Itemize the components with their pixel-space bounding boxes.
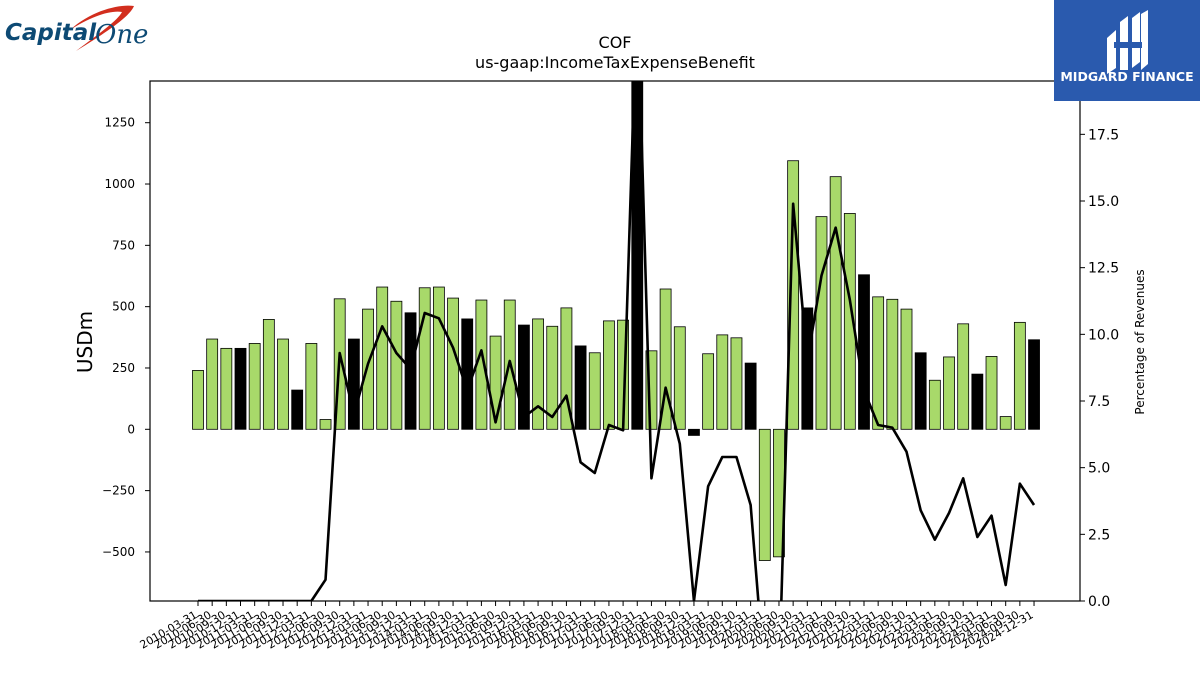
bar-2017-12-31 [631, 81, 644, 430]
y2-tick-label: 7.5 [1088, 394, 1110, 410]
y-tick-label: −500 [102, 545, 135, 559]
capital-one-logo: Capital One [5, 5, 148, 51]
bar-2010-06-30 [206, 338, 219, 430]
bar-2015-06-30 [489, 335, 502, 430]
bar-2014-12-31 [461, 318, 474, 430]
bar-2016-09-30 [560, 307, 573, 430]
bar-2013-03-31 [362, 308, 374, 430]
bar-2022-06-30 [886, 298, 899, 430]
bar-2021-09-30 [843, 213, 856, 430]
bar-2014-06-30 [432, 286, 445, 430]
bar-2019-03-31 [702, 353, 715, 430]
bar-2024-03-31 [985, 356, 998, 430]
bar-2014-09-30 [447, 297, 459, 430]
y2-tick-label: 12.5 [1088, 261, 1119, 277]
bar-2011-09-30 [277, 338, 289, 430]
bar-2022-09-30 [900, 308, 913, 430]
chart-subtitle: us-gaap:IncomeTaxExpenseBenefit [475, 53, 755, 72]
plot-frame [149, 80, 1081, 602]
bar-2018-06-30 [659, 288, 672, 430]
y2-tick-label: 10.0 [1088, 327, 1119, 343]
bar-2020-12-31 [801, 307, 814, 430]
bar-2023-12-31 [971, 373, 984, 430]
bar-2018-09-30 [673, 326, 686, 430]
bar-2019-12-31 [744, 362, 757, 430]
bar-2024-09-30 [1013, 321, 1026, 430]
bar-2023-03-31 [928, 379, 941, 430]
midgard-emblem-icon [1107, 10, 1148, 74]
bar-2016-06-30 [546, 325, 559, 430]
bar-2020-09-30 [787, 160, 800, 430]
bar-2012-06-30 [319, 419, 332, 430]
y-tick-label: 250 [112, 361, 135, 375]
midgard-finance-logo: MIDGARD FINANCE [1054, 0, 1200, 101]
y-tick-label: 750 [112, 238, 135, 252]
bar-2012-12-31 [347, 338, 360, 430]
y-tick-label: 0 [127, 422, 135, 436]
bar-2016-03-31 [532, 318, 544, 430]
bar-2016-12-31 [574, 345, 587, 430]
bar-2023-09-30 [957, 323, 970, 430]
bar-2024-12-31 [1028, 339, 1040, 430]
capital-one-word2: One [95, 20, 148, 50]
y2-axis-label: Percentage of Revenues [1133, 269, 1147, 414]
chart-title: COF [599, 33, 632, 52]
bar-2010-09-30 [220, 347, 233, 430]
x-axis-ticks: 2010-03-312010-06-302010-09-302010-12-31… [138, 601, 1036, 652]
y-tick-label: 1250 [104, 116, 135, 130]
line-series [198, 81, 1036, 601]
plot-area: −500 −250 0 250 500 750 1000 1250 0.0 2.5 5.0 7.5 1… [102, 80, 1119, 652]
bar-2017-03-31 [588, 352, 601, 430]
capital-one-swoosh-icon [70, 5, 134, 51]
bar-2021-12-31 [858, 274, 870, 430]
bar-2019-06-30 [716, 334, 729, 430]
bar-2018-12-31 [688, 428, 700, 436]
bar-2021-03-31 [815, 216, 828, 430]
capital-one-word1: Capital [5, 20, 97, 46]
bar-2014-03-31 [418, 287, 431, 430]
y2-tick-label: 2.5 [1088, 527, 1110, 543]
y2-tick-label: 0.0 [1088, 594, 1110, 610]
bar-2012-03-31 [305, 343, 318, 430]
bar-2015-12-31 [518, 324, 530, 430]
bar-2023-06-30 [943, 356, 955, 430]
line-percentage-of-revenues [198, 81, 1036, 601]
bar-2024-06-30 [999, 416, 1012, 430]
bar-2013-12-31 [404, 312, 417, 430]
bar-2019-09-30 [730, 337, 743, 430]
y-axis-ticks: −500 −250 0 250 500 750 1000 1250 [102, 116, 150, 559]
bar-2010-03-31 [192, 370, 204, 430]
y-tick-label: 1000 [104, 177, 135, 191]
bar-2017-06-30 [603, 320, 615, 430]
bar-2011-06-30 [262, 319, 275, 430]
bar-2010-12-31 [234, 347, 247, 430]
bar-2020-03-31 [758, 428, 771, 561]
bar-2022-12-31 [914, 352, 927, 430]
bar-2022-03-31 [872, 296, 885, 430]
y-tick-label: 500 [112, 300, 135, 314]
bar-2013-06-30 [376, 286, 389, 430]
y-tick-label: −250 [102, 484, 135, 498]
y2-tick-label: 15.0 [1088, 194, 1119, 210]
bar-2013-09-30 [390, 300, 403, 430]
y-axis-label: USDm [73, 311, 97, 373]
y2-tick-label: 5.0 [1088, 461, 1110, 477]
midgard-logo-text: MIDGARD FINANCE [1060, 69, 1193, 84]
y2-axis-ticks: 0.0 2.5 5.0 7.5 10.0 12.5 15.0 17.5 [1080, 127, 1119, 610]
bar-series [192, 81, 1040, 561]
bar-2011-12-31 [291, 389, 304, 430]
bar-2018-03-31 [645, 350, 658, 430]
bar-2011-03-31 [248, 343, 261, 430]
y2-tick-label: 17.5 [1088, 127, 1119, 143]
bar-2021-06-30 [829, 176, 842, 430]
